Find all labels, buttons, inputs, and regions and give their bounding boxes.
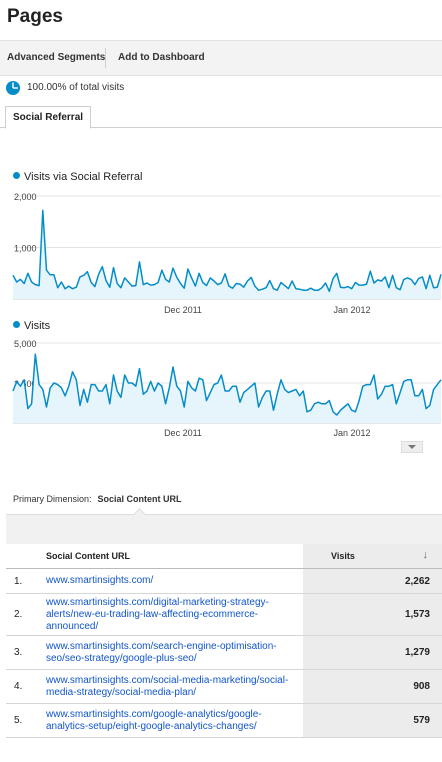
url-line: www.smartinsights.com/google-analytics/g… bbox=[46, 708, 262, 720]
x-tick-label: Jan 2012 bbox=[333, 428, 370, 438]
url-link[interactable]: www.smartinsights.com/ bbox=[46, 575, 303, 587]
legend-dot-icon bbox=[13, 172, 20, 179]
visits-column-header[interactable]: Visits ↓ bbox=[303, 544, 442, 569]
table-row[interactable]: 5. www.smartinsights.com/google-analytics… bbox=[6, 703, 442, 738]
row-index: 5. bbox=[6, 703, 46, 738]
table-header-row: Social Content URL Visits ↓ bbox=[6, 544, 442, 569]
chart2-series-name: Visits bbox=[24, 320, 51, 332]
x-tick-label: Dec 2011 bbox=[164, 305, 202, 315]
tab-social-referral[interactable]: Social Referral bbox=[5, 106, 92, 129]
table-row[interactable]: 1. www.smartinsights.com/2,262 bbox=[6, 568, 442, 594]
page-title: Pages bbox=[7, 6, 63, 27]
table-row[interactable]: 4. www.smartinsights.com/social-media-mar… bbox=[6, 669, 442, 704]
legend-dot-icon bbox=[13, 321, 20, 328]
url-link[interactable]: www.smartinsights.com/google-analytics/g… bbox=[46, 709, 303, 733]
series-area bbox=[13, 354, 441, 423]
data-table: Social Content URL Visits ↓ 1. www.smarti… bbox=[6, 544, 442, 738]
row-index: 2. bbox=[6, 593, 46, 636]
toolbar-separator bbox=[105, 48, 106, 68]
chart-social-referral: 2,000 1,000 Dec 2011 Jan 2012 bbox=[12, 192, 442, 315]
visits-column-label: Visits bbox=[331, 551, 355, 561]
chart2-legend: Visits bbox=[13, 320, 50, 332]
primary-dimension-label: Primary Dimension: bbox=[13, 494, 92, 504]
table-controls-area bbox=[6, 508, 442, 545]
chevron-down-icon bbox=[408, 445, 416, 449]
row-index: 3. bbox=[6, 635, 46, 670]
series-line[interactable] bbox=[12, 353, 442, 416]
url-cell: www.smartinsights.com/search-engine-opti… bbox=[46, 635, 303, 670]
dimension-pointer bbox=[133, 508, 146, 521]
visits-cell: 1,279 bbox=[303, 635, 442, 670]
url-cell: www.smartinsights.com/social-media-marke… bbox=[46, 669, 303, 704]
url-column-header[interactable]: Social Content URL bbox=[46, 544, 303, 569]
row-index: 4. bbox=[6, 669, 46, 704]
index-header bbox=[6, 544, 46, 569]
url-cell: www.smartinsights.com/digital-marketing-… bbox=[46, 593, 303, 636]
primary-dimension: Primary Dimension: Social Content URL bbox=[13, 494, 182, 504]
chart-scroll-handle[interactable] bbox=[401, 441, 423, 453]
table-row[interactable]: 3. www.smartinsights.com/search-engine-op… bbox=[6, 635, 442, 670]
url-link[interactable]: www.smartinsights.com/digital-marketing-… bbox=[46, 597, 303, 633]
tab-bar-line bbox=[0, 127, 442, 128]
visits-cell: 1,573 bbox=[303, 593, 442, 636]
url-line: www.smartinsights.com/ bbox=[46, 575, 154, 586]
y-tick-label: 1,000 bbox=[14, 244, 37, 254]
url-line: www.smartinsights.com/social-media-marke… bbox=[46, 674, 289, 686]
advanced-segments-button[interactable]: Advanced Segments bbox=[7, 52, 106, 63]
url-link[interactable]: www.smartinsights.com/social-media-marke… bbox=[46, 675, 303, 699]
url-line: www.smartinsights.com/digital-marketing-… bbox=[46, 596, 269, 608]
sort-descending-icon[interactable]: ↓ bbox=[422, 549, 429, 561]
primary-dimension-value[interactable]: Social Content URL bbox=[97, 494, 182, 504]
url-line: www.smartinsights.com/search-engine-opti… bbox=[46, 640, 277, 652]
series-line[interactable] bbox=[12, 209, 442, 293]
url-line: media-strategy/social-media-plan/ bbox=[46, 686, 197, 698]
y-tick-label: 5,000 bbox=[14, 339, 37, 349]
url-cell: www.smartinsights.com/ bbox=[46, 568, 303, 594]
chart1-legend: Visits via Social Referral bbox=[13, 171, 142, 183]
pie-chart-icon bbox=[6, 81, 20, 95]
url-line: analytics-setup/eight-google-analytics-c… bbox=[46, 720, 257, 732]
x-tick-label: Jan 2012 bbox=[333, 305, 370, 315]
url-line: seo/seo-strategy/google-plus-seo/ bbox=[46, 652, 197, 664]
chart1-series-name: Visits via Social Referral bbox=[24, 171, 143, 183]
visits-cell: 908 bbox=[303, 669, 442, 704]
y-tick-label: 2,000 bbox=[14, 192, 37, 202]
url-line: alerts/new-eu-trading-law-affecting-ecom… bbox=[46, 608, 259, 620]
row-index: 1. bbox=[6, 568, 46, 594]
url-cell: www.smartinsights.com/google-analytics/g… bbox=[46, 703, 303, 738]
url-link[interactable]: www.smartinsights.com/search-engine-opti… bbox=[46, 641, 303, 665]
visits-cell: 579 bbox=[303, 703, 442, 738]
visits-cell: 2,262 bbox=[303, 568, 442, 594]
table-row[interactable]: 2. www.smartinsights.com/digital-marketin… bbox=[6, 593, 442, 636]
add-to-dashboard-button[interactable]: Add to Dashboard bbox=[118, 52, 205, 63]
x-tick-label: Dec 2011 bbox=[164, 428, 202, 438]
url-line: announced/ bbox=[46, 620, 99, 632]
segment-percent-text: 100.00% of total visits bbox=[27, 82, 125, 93]
toolbar: Advanced Segments Add to Dashboard bbox=[0, 40, 442, 76]
